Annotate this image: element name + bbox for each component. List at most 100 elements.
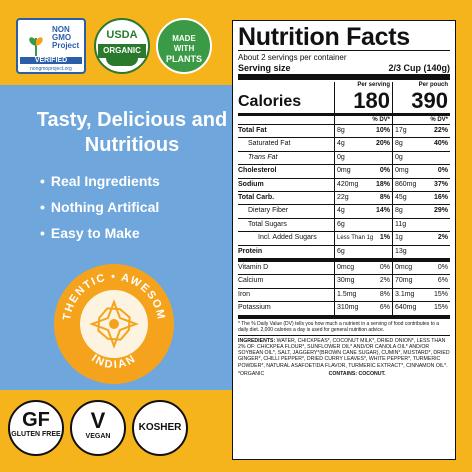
dv-per-serving (368, 219, 392, 231)
amount-per-pouch: 8g (392, 205, 426, 218)
per-serving-header: Per serving (357, 82, 390, 88)
nutrient-row: Vitamin D 0mcg 0% 0mcg 0% (238, 258, 450, 275)
dv-footnote: * The % Daily Value (DV) tells you how m… (238, 320, 440, 333)
amount-per-serving: 310mg (334, 302, 368, 315)
nutrition-title: Nutrition Facts (238, 23, 410, 51)
nutrient-row: Total Carb. 22g 8% 45g 16% (238, 191, 450, 205)
nutrient-name: Incl. Added Sugars (258, 234, 317, 242)
amount-per-serving: 4g (334, 205, 368, 218)
dv-per-serving: 18% (375, 180, 390, 188)
nutrient-rows: Total Fat 8g 10% 17g 22% Saturated Fat 4g 20% 8g… (238, 124, 450, 315)
nutrient-name: Total Sugars (248, 220, 287, 228)
gf-text: GF (22, 409, 50, 431)
vegan-text: VEGAN (85, 433, 111, 440)
dv-per-pouch: 22% (433, 127, 448, 134)
amount-per-serving: 0mcg (334, 262, 368, 275)
calories-per-serving: 180 (353, 88, 390, 113)
vegan-badge: V VEGAN (70, 400, 126, 456)
dv-per-pouch: 37% (433, 180, 448, 188)
dv-header: % DV* % DV* (238, 116, 450, 124)
nutrient-row: Saturated Fat 4g 20% 8g 40% (238, 137, 450, 151)
plants-line-3: PLANTS (166, 54, 202, 64)
amount-per-pouch: 8g (392, 138, 426, 151)
allergen-contains: CONTAINS: COCONUT. (328, 370, 386, 377)
amount-per-pouch: 3.1mg (392, 288, 426, 302)
dv-per-pouch: 15% (433, 304, 448, 312)
amount-per-pouch: 860mg (392, 178, 426, 192)
feature-item: Easy to Make (40, 220, 160, 246)
dv-per-serving: 2% (379, 277, 390, 285)
non-gmo-badge: NON GMO Project VERIFIED nongmoproject.o… (16, 18, 86, 74)
dv-per-serving: 0% (379, 264, 390, 272)
amount-per-pouch: 0g (392, 151, 426, 165)
dv-per-serving: 8% (379, 290, 390, 298)
amount-per-pouch: 640mg (392, 302, 426, 315)
amount-per-pouch: 70mg (392, 275, 426, 288)
dv-per-pouch (426, 152, 450, 164)
authentic-indian-seal: AUTHENTIC • AWESOME • INDIAN (52, 262, 174, 384)
calories-label: Calories (238, 93, 302, 110)
nutrient-row: Incl. Added Sugars Less Than 1g 1% 1g 2% (238, 231, 450, 245)
v-text: V (90, 408, 106, 433)
nutrient-name: Iron (238, 290, 251, 298)
plants-line-2: WITH (173, 44, 195, 53)
nutrient-row: Dietary Fiber 4g 14% 8g 29% (238, 204, 450, 218)
headline: Tasty, Delicious and Nutritious (36, 109, 228, 156)
dv-per-pouch: 2% (437, 234, 448, 242)
nutrient-row: Cholesterol 0mg 0% 0mg 0% (238, 164, 450, 178)
nutrient-row: Calcium 30mg 2% 70mg 6% (238, 274, 450, 288)
dv-label-serving: % DV* (334, 116, 392, 124)
calories-per-pouch: 390 (411, 88, 448, 113)
dv-per-serving: 10% (375, 127, 390, 134)
nutrient-name: Trans Fat (248, 153, 278, 161)
nutrient-name: Saturated Fat (248, 140, 291, 148)
organic-text: ORGANIC (98, 44, 146, 58)
usda-organic-badge: USDA ORGANIC (94, 18, 150, 74)
plants-line-1: MADE (172, 34, 196, 43)
servings-per-container: About 2 servings per container (238, 53, 347, 62)
nutrient-row: Total Sugars 6g 11g (238, 217, 450, 232)
nutrient-row: Total Fat 8g 10% 17g 22% (238, 124, 450, 138)
amount-per-serving: 6g (334, 245, 368, 259)
nutrient-name: Total Fat (238, 127, 267, 134)
nutrient-name: Sodium (238, 180, 264, 188)
non-gmo-verified: VERIFIED (20, 57, 82, 64)
gluten-free-text: GLUTEN FREE (11, 431, 61, 438)
dv-per-pouch: 29% (433, 207, 448, 215)
nutrient-row: Iron 1.5mg 8% 3.1mg 15% (238, 287, 450, 302)
amount-per-serving: 30mg (334, 275, 368, 288)
nutrient-name: Vitamin D (238, 264, 269, 272)
serving-size-value: 2/3 Cup (140g) (388, 63, 450, 73)
amount-per-pouch: 13g (392, 245, 426, 259)
usda-field-icon (106, 58, 138, 66)
amount-per-pouch: 11g (392, 218, 426, 232)
dv-per-pouch (426, 246, 450, 258)
dv-per-pouch: 15% (433, 290, 448, 298)
amount-per-serving: 6g (334, 218, 368, 232)
ingredients-text: WATER, CHICKPEAS*, COCONUT MILK*, DRIED … (238, 337, 450, 369)
dv-per-serving: 6% (379, 304, 390, 312)
amount-per-serving: Less Than 1g (334, 232, 373, 245)
dv-per-pouch: 16% (433, 194, 448, 202)
amount-per-pouch: 45g (392, 192, 426, 205)
dv-label-pouch: % DV* (392, 116, 450, 124)
dv-per-serving (368, 152, 392, 164)
non-gmo-url: nongmoproject.org (30, 66, 72, 72)
feature-list: Real Ingredients Nothing Artifical Easy … (40, 168, 160, 246)
dv-per-pouch: 6% (437, 277, 448, 285)
per-pouch-header: Per pouch (418, 82, 448, 88)
amount-per-pouch: 17g (392, 125, 426, 138)
dv-per-pouch: 0% (437, 167, 448, 175)
serving-size: Serving size 2/3 Cup (140g) (238, 63, 450, 74)
dv-per-pouch: 0% (437, 264, 448, 272)
usda-text: USDA (106, 29, 138, 41)
nutrient-row: Trans Fat 0g 0g (238, 150, 450, 165)
serving-size-label: Serving size (238, 63, 291, 73)
amount-per-serving: 0g (334, 151, 368, 165)
nutrient-name: Cholesterol (238, 167, 277, 175)
nutrient-name: Calcium (238, 277, 264, 285)
flower-icon (89, 299, 139, 349)
amount-per-pouch: 1g (392, 232, 426, 245)
dv-per-serving (368, 246, 392, 258)
amount-per-serving: 4g (334, 138, 368, 151)
